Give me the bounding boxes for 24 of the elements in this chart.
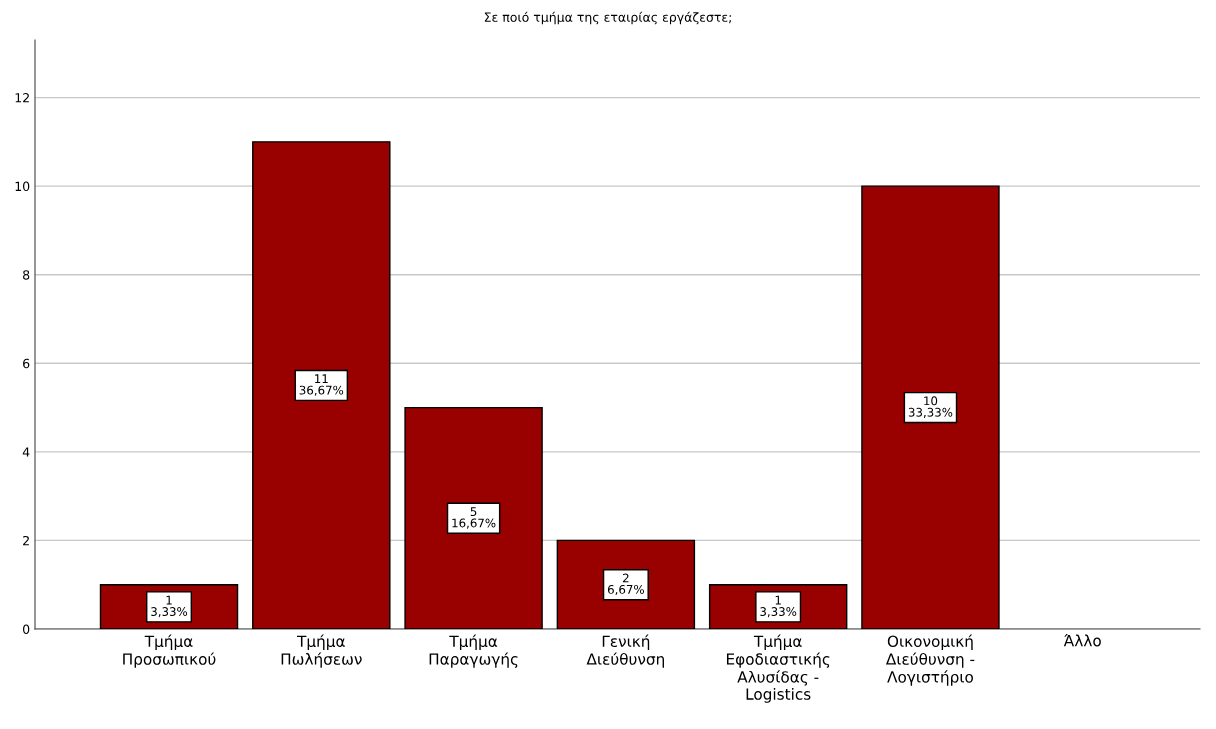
- x-tick-label: Γενική Διεύθυνση: [586, 634, 664, 668]
- x-tick-label: Τμήμα Παραγωγής: [429, 634, 518, 668]
- data-label: 11 36,67%: [299, 374, 344, 396]
- y-tick-label: 6: [23, 358, 30, 369]
- x-tick-label: Τμήμα Εφοδιαστικής Αλυσίδας - Logistics: [726, 634, 830, 703]
- y-tick-label: 8: [23, 270, 30, 280]
- bar: [404, 406, 543, 629]
- data-label: 1 3,33%: [151, 595, 188, 618]
- data-label: 5 16,67%: [452, 507, 496, 529]
- y-tick-label: 2: [23, 535, 29, 546]
- y-tick-label: 4: [22, 447, 30, 457]
- chart-title: Σε ποιό τμήμα της εταιρίας εργάζεστε;: [484, 11, 731, 25]
- x-tick-label: Τμήμα Πωλήσεων: [281, 634, 362, 668]
- y-tick-label: 10: [15, 181, 30, 192]
- data-label: 1 3,33%: [760, 595, 797, 618]
- y-tick-label: 12: [15, 93, 29, 103]
- y-tick-label: 0: [23, 624, 30, 634]
- x-tick-label: Τμήμα Προσωπικού: [123, 634, 216, 668]
- data-label: 2 6,67%: [607, 573, 644, 596]
- x-tick-label: Άλλο: [1063, 633, 1101, 647]
- bar: [861, 185, 1000, 629]
- bar: [252, 141, 391, 629]
- data-label: 10 33,33%: [908, 396, 953, 418]
- x-tick-label: Οικονομική Διεύθυνση - Λογιστήριο: [885, 634, 975, 686]
